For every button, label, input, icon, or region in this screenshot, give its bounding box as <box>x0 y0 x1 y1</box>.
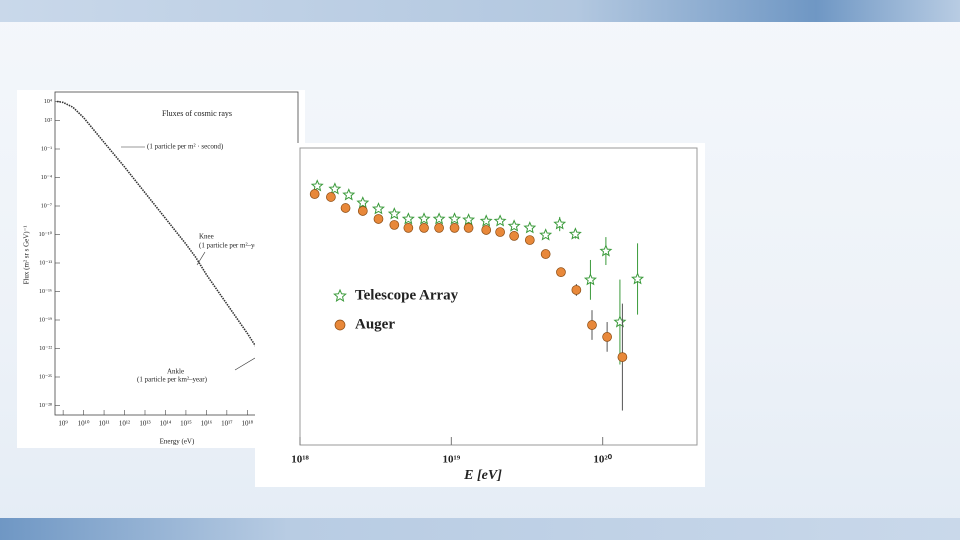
ta-point <box>599 244 613 257</box>
plot-frame <box>299 147 698 446</box>
legend-marker <box>334 319 346 331</box>
annotation: Ankle <box>167 368 184 376</box>
auger-point <box>556 267 566 277</box>
x-tick-label: 10¹³ <box>139 420 150 428</box>
y-tick-label: 10⁻¹⁰ <box>39 231 53 238</box>
y-tick-label: 10⁻¹⁹ <box>39 317 52 323</box>
x-tick-label: 10⁹ <box>58 420 68 428</box>
ta-point <box>356 196 370 209</box>
x-tick-label: 10¹² <box>119 420 130 428</box>
auger-point <box>463 223 474 233</box>
y-tick-label: 10⁻¹ <box>41 146 52 152</box>
ta-point <box>417 212 431 225</box>
y-tick-label: 10⁻⁴ <box>41 175 52 181</box>
y-tick-label: 10⁻¹³ <box>39 260 52 266</box>
y-tick-label: 10⁻²⁸ <box>39 403 52 409</box>
x-axis-label: E [eV] <box>463 468 502 483</box>
y-tick-label: 10⁻¹⁶ <box>39 289 52 295</box>
x-tick-label: 10¹⁹ <box>443 454 461 466</box>
y-tick-label: 10⁻⁷ <box>41 203 52 209</box>
ta-point <box>631 272 645 285</box>
bottom-band <box>0 518 960 540</box>
auger-point <box>449 223 460 233</box>
annotation: (1 particle per m² · second) <box>147 143 224 151</box>
chart-title: Fluxes of cosmic rays <box>162 109 232 118</box>
annotation: (1 particle per km²–year) <box>137 376 208 384</box>
annotation-arrow <box>196 251 206 266</box>
ta-point <box>493 214 507 227</box>
annotation: (1 particle per m²–year) <box>199 242 266 250</box>
auger-point <box>357 206 368 216</box>
legend-marker <box>333 288 347 302</box>
ta-point <box>583 273 597 286</box>
legend-label: Auger <box>355 316 395 332</box>
auger-point <box>602 332 612 342</box>
ta-point <box>448 212 462 225</box>
x-tick-label: 10²⁰ <box>593 454 612 466</box>
ta-point <box>432 212 446 225</box>
ta-point <box>310 179 324 192</box>
ta-point <box>539 228 553 241</box>
ta-point <box>568 227 582 240</box>
ta-point <box>613 315 627 328</box>
auger-point <box>587 320 597 330</box>
auger-point <box>419 223 429 233</box>
ta-point <box>462 213 476 226</box>
x-axis-label: Energy (eV) <box>160 438 195 446</box>
x-tick-label: 10¹⁴ <box>160 420 172 428</box>
auger-point <box>340 203 351 213</box>
legend-label: Telescope Array <box>355 287 459 303</box>
auger-point <box>403 223 414 233</box>
ta-point <box>401 212 415 225</box>
ta-point <box>507 219 521 232</box>
right-panel: E [eV] 10¹⁸ 10¹⁹ 10²⁰ Telescope Array Auger <box>255 143 705 487</box>
y-tick-label: 10⁻²⁵ <box>39 374 52 380</box>
y-tick-label: 10⁻²² <box>39 346 52 352</box>
ta-point <box>371 202 385 215</box>
auger-point <box>434 223 444 233</box>
auger-point <box>309 189 320 199</box>
y-axis-label: Flux (m² sr s GeV)⁻¹ <box>23 226 31 285</box>
x-tick-label: 10¹⁸ <box>291 454 309 466</box>
annotation-arrow <box>234 357 256 371</box>
ta-point <box>553 217 567 230</box>
ta-point <box>387 207 401 220</box>
x-tick-label: 10¹⁵ <box>180 420 192 428</box>
auger-point <box>571 285 582 295</box>
auger-point <box>495 227 505 237</box>
auger-point <box>481 225 492 235</box>
ta-point <box>328 182 342 195</box>
auger-point <box>509 231 519 241</box>
auger-point <box>540 249 551 259</box>
x-tick-label: 10¹⁰ <box>78 420 90 428</box>
auger-point <box>373 214 384 224</box>
auger-point <box>389 220 400 230</box>
x-tick-label: 10¹⁸ <box>242 420 254 428</box>
annotation: Knee <box>199 233 214 241</box>
uhecr-chart: E [eV] 10¹⁸ 10¹⁹ 10²⁰ Telescope Array Auger <box>291 147 698 483</box>
y-tick-label: 10⁴ <box>44 99 52 105</box>
x-tick-label: 10¹¹ <box>98 420 109 428</box>
auger-point <box>617 352 628 362</box>
top-band <box>0 0 960 22</box>
y-tick-label: 10² <box>44 118 52 124</box>
ta-point <box>342 188 356 201</box>
auger-point <box>524 235 535 245</box>
x-tick-label: 10¹⁶ <box>201 420 213 428</box>
x-tick-label: 10¹⁷ <box>221 420 233 428</box>
ta-point <box>523 221 537 234</box>
ta-point <box>479 214 493 227</box>
auger-point <box>326 192 336 202</box>
